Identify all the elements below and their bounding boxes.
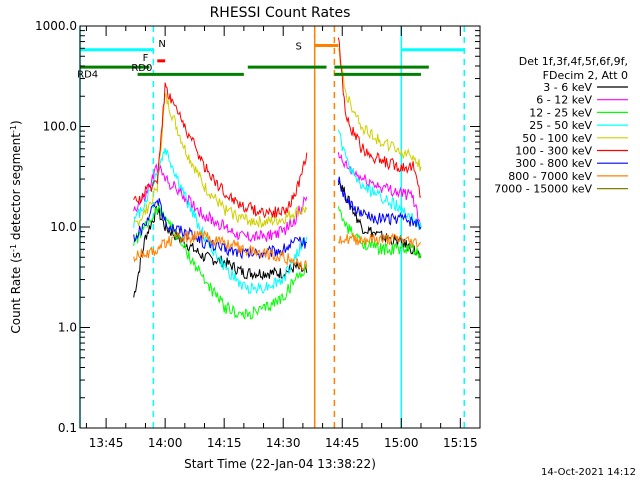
series-line-5-part-0 bbox=[133, 82, 308, 219]
x-axis-label: Start Time (22-Jan-04 13:38:22) bbox=[184, 457, 376, 471]
x-tick-label-3: 14:30 bbox=[266, 436, 301, 450]
y-axis-label-part-1: -1 bbox=[9, 244, 18, 252]
y-tick-label-2: 10.0 bbox=[50, 220, 77, 234]
series-line-1-part-0 bbox=[133, 162, 308, 243]
x-tick-label-6: 15:15 bbox=[443, 436, 478, 450]
legend-label-0: 3 - 6 keV bbox=[543, 81, 592, 94]
y-tick-label-3: 100.0 bbox=[43, 120, 77, 134]
legend-label-7: 800 - 7000 keV bbox=[508, 170, 592, 183]
annotation-label-n: N bbox=[158, 39, 165, 50]
y-axis-label: Count Rate (s-1 detector segment-1) bbox=[9, 120, 24, 333]
series-line-3-part-0 bbox=[133, 147, 308, 295]
x-tick-label-0: 13:45 bbox=[89, 436, 124, 450]
series-line-7-part-0 bbox=[133, 230, 308, 272]
legend-label-2: 12 - 25 keV bbox=[529, 106, 592, 119]
annotation-label-rd4: RD4 bbox=[77, 69, 98, 80]
y-tick-label-4: 1000.0 bbox=[35, 19, 77, 33]
series-line-6-part-0 bbox=[133, 198, 307, 260]
annotation-label-f: F bbox=[143, 53, 149, 64]
y-axis-label-part-0: Count Rate (s bbox=[9, 252, 23, 334]
legend-label-4: 50 - 100 keV bbox=[522, 132, 592, 145]
legend-label-6: 300 - 800 keV bbox=[515, 157, 592, 170]
legend-header-1: FDecim 2, Att 0 bbox=[543, 69, 628, 82]
x-tick-label-5: 15:00 bbox=[384, 436, 419, 450]
chart-title: RHESSI Count Rates bbox=[210, 5, 351, 21]
series-line-2-part-1 bbox=[337, 206, 422, 260]
annotation-label-s: S bbox=[295, 41, 301, 52]
series-line-7-part-1 bbox=[337, 232, 422, 248]
x-tick-label-4: 14:45 bbox=[325, 436, 360, 450]
annotation-label-rd0: RD0 bbox=[131, 63, 152, 74]
series-line-4-part-0 bbox=[133, 93, 308, 228]
legend-header-0: Det 1f,3f,4f,5f,6f,9f, bbox=[519, 55, 628, 68]
series-line-6-part-1 bbox=[337, 176, 422, 231]
y-tick-label-1: 1.0 bbox=[58, 321, 77, 335]
series-line-4-part-1 bbox=[337, 48, 422, 172]
legend-label-1: 6 - 12 keV bbox=[536, 94, 592, 107]
legend-label-8: 7000 - 15000 keV bbox=[494, 183, 592, 196]
legend-label-5: 100 - 300 keV bbox=[515, 145, 592, 158]
legend-label-3: 25 - 50 keV bbox=[529, 119, 592, 132]
series-line-0-part-0 bbox=[133, 205, 308, 298]
series-line-2-part-0 bbox=[133, 203, 308, 320]
y-axis-label-part-2: detector segment bbox=[9, 133, 23, 244]
y-axis-label-part-3: -1 bbox=[9, 125, 18, 133]
series-line-5-part-1 bbox=[337, 37, 422, 198]
series-line-3-part-1 bbox=[337, 129, 422, 230]
x-tick-label-2: 14:15 bbox=[207, 436, 242, 450]
footer-date: 14-Oct-2021 14:12 bbox=[541, 467, 636, 478]
y-axis-label-part-4: ) bbox=[9, 120, 23, 125]
y-tick-label-0: 0.1 bbox=[58, 421, 77, 435]
series-line-0-part-1 bbox=[337, 180, 422, 258]
x-tick-label-1: 14:00 bbox=[148, 436, 183, 450]
